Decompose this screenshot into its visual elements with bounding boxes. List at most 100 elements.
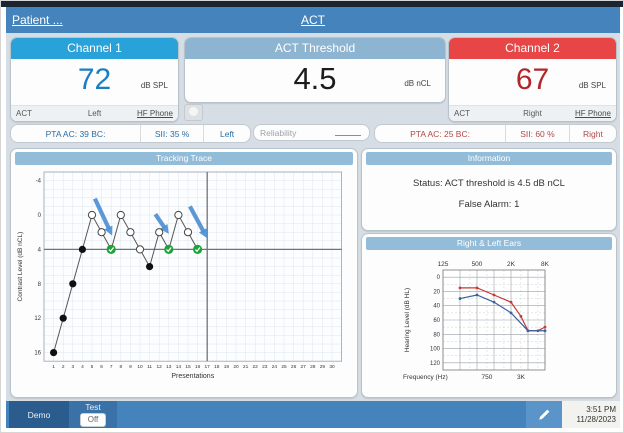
svg-text:4: 4	[81, 364, 84, 370]
pta-left-ear-label: Left	[203, 125, 250, 142]
date-text: 11/28/2023	[576, 414, 616, 424]
act-threshold-unit-label: dB nCL	[404, 79, 431, 88]
test-off-toggle[interactable]: Off	[79, 413, 107, 427]
channel1-ear-label: Left	[87, 109, 102, 118]
svg-text:8: 8	[38, 282, 42, 288]
svg-text:21: 21	[243, 364, 249, 370]
svg-text:Hearing Level (dB HL): Hearing Level (dB HL)	[404, 288, 411, 352]
channel2-footer: ACT Right HF Phone	[449, 105, 616, 121]
svg-text:28: 28	[310, 364, 316, 370]
svg-text:30: 30	[329, 364, 335, 370]
reliability-field[interactable]: Reliability	[253, 124, 370, 141]
svg-text:2K: 2K	[507, 261, 516, 268]
svg-text:19: 19	[224, 364, 230, 370]
channel2-body: 67 dB SPL	[449, 59, 616, 105]
channel1-footer: ACT Left HF Phone	[11, 105, 178, 121]
svg-text:6: 6	[100, 364, 103, 370]
svg-text:10: 10	[137, 364, 143, 370]
svg-text:-4: -4	[36, 179, 42, 185]
channel1-panel: Channel 1 72 dB SPL ACT Left HF Phone	[10, 37, 179, 122]
svg-text:0: 0	[437, 275, 441, 281]
svg-text:3K: 3K	[517, 374, 526, 381]
svg-text:750: 750	[482, 374, 493, 381]
channel2-panel: Channel 2 67 dB SPL ACT Right HF Phone	[448, 37, 617, 122]
clock-display: 3:51 PM 11/28/2023	[562, 401, 620, 428]
svg-text:9: 9	[129, 364, 132, 370]
test-toggle-cell: Test Off	[69, 401, 117, 428]
monitor-indicator-button[interactable]	[184, 104, 203, 121]
svg-text:125: 125	[438, 261, 449, 268]
svg-text:25: 25	[281, 364, 287, 370]
pta-left-sii: SII: 35 %	[140, 125, 203, 142]
act-threshold-value: 4.5	[293, 61, 337, 96]
svg-text:16: 16	[195, 364, 201, 370]
channel1-transducer-link[interactable]: HF Phone	[136, 109, 173, 118]
monitor-icon	[189, 107, 198, 116]
false-alarm-text: False Alarm: 1	[458, 199, 520, 210]
pencil-icon	[539, 409, 550, 420]
edit-button[interactable]	[526, 401, 562, 428]
svg-text:8K: 8K	[541, 261, 550, 268]
svg-text:29: 29	[320, 364, 326, 370]
svg-text:2: 2	[62, 364, 65, 370]
svg-text:100: 100	[430, 347, 441, 353]
svg-text:5: 5	[91, 364, 94, 370]
svg-text:20: 20	[433, 289, 440, 295]
pta-left-summary: PTA AC: 39 BC: SII: 35 % Left	[10, 124, 251, 143]
svg-text:Contrast Level (dB nCL): Contrast Level (dB nCL)	[17, 232, 24, 302]
tracking-trace-panel: Tracking Trace -4 0 4 8 12 16 Contrast Level (…	[10, 148, 358, 398]
channel1-title: Channel 1	[11, 38, 178, 59]
channel2-test-label: ACT	[454, 109, 470, 118]
right-left-ears-header: Right & Left Ears	[366, 237, 612, 250]
pta-right-ear-label: Right	[568, 125, 616, 142]
act-threshold-panel: ACT Threshold 4.5 dB nCL	[184, 37, 446, 103]
information-header: Information	[366, 152, 612, 165]
svg-text:12: 12	[157, 364, 163, 370]
channel2-title: Channel 2	[449, 38, 616, 59]
svg-text:1: 1	[52, 364, 55, 370]
svg-text:120: 120	[430, 361, 441, 367]
svg-text:26: 26	[291, 364, 297, 370]
channel2-ear-label: Right	[523, 109, 542, 118]
svg-text:18: 18	[214, 364, 220, 370]
svg-text:20: 20	[233, 364, 239, 370]
svg-text:22: 22	[253, 364, 259, 370]
channel2-transducer-link[interactable]: HF Phone	[574, 109, 611, 118]
svg-text:11: 11	[147, 364, 152, 370]
demo-button[interactable]: Demo	[9, 401, 69, 428]
pta-right-summary: PTA AC: 25 BC: SII: 60 % Right	[374, 124, 617, 143]
svg-text:23: 23	[262, 364, 268, 370]
svg-text:7: 7	[110, 364, 113, 370]
svg-text:16: 16	[34, 351, 41, 357]
act-tab-link[interactable]: ACT	[301, 13, 325, 27]
svg-text:Presentations: Presentations	[171, 373, 214, 380]
svg-text:500: 500	[472, 261, 483, 268]
pta-right-ac-bc: PTA AC: 25 BC:	[410, 128, 470, 139]
status-text: Status: ACT threshold is 4.5 dB nCL	[413, 178, 565, 189]
information-panel: Information Status: ACT threshold is 4.5…	[361, 148, 617, 231]
bottom-toolbar: Demo Test Off 3:51 PM 11/28/2023	[6, 401, 620, 428]
channel1-unit-label: dB SPL	[140, 81, 168, 90]
reliability-blank-line	[335, 135, 361, 136]
svg-text:14: 14	[176, 364, 182, 370]
tracking-trace-header: Tracking Trace	[15, 152, 353, 165]
svg-text:12: 12	[34, 316, 41, 322]
channel2-unit-label: dB SPL	[578, 81, 606, 90]
content-area: Channel 1 72 dB SPL ACT Left HF Phone AC…	[6, 33, 620, 401]
act-threshold-title: ACT Threshold	[185, 38, 445, 59]
patient-menu-link[interactable]: Patient ...	[12, 13, 63, 27]
right-left-ears-panel: Right & Left Ears 0 20 40 60 80 100 120 125 500 2…	[361, 233, 617, 398]
channel1-level-value: 72	[77, 63, 112, 96]
svg-text:40: 40	[433, 304, 440, 310]
reliability-label: Reliability	[260, 127, 297, 138]
svg-text:15: 15	[185, 364, 191, 370]
audiogram-chart: 0 20 40 60 80 100 120 125 500 2K 8K 750 3K Frequency …	[403, 261, 550, 381]
channel2-level-value: 67	[515, 63, 550, 96]
channel1-body: 72 dB SPL	[11, 59, 178, 105]
svg-text:24: 24	[272, 364, 278, 370]
test-label: Test	[85, 402, 101, 412]
svg-text:17: 17	[205, 364, 211, 370]
svg-text:13: 13	[166, 364, 172, 370]
